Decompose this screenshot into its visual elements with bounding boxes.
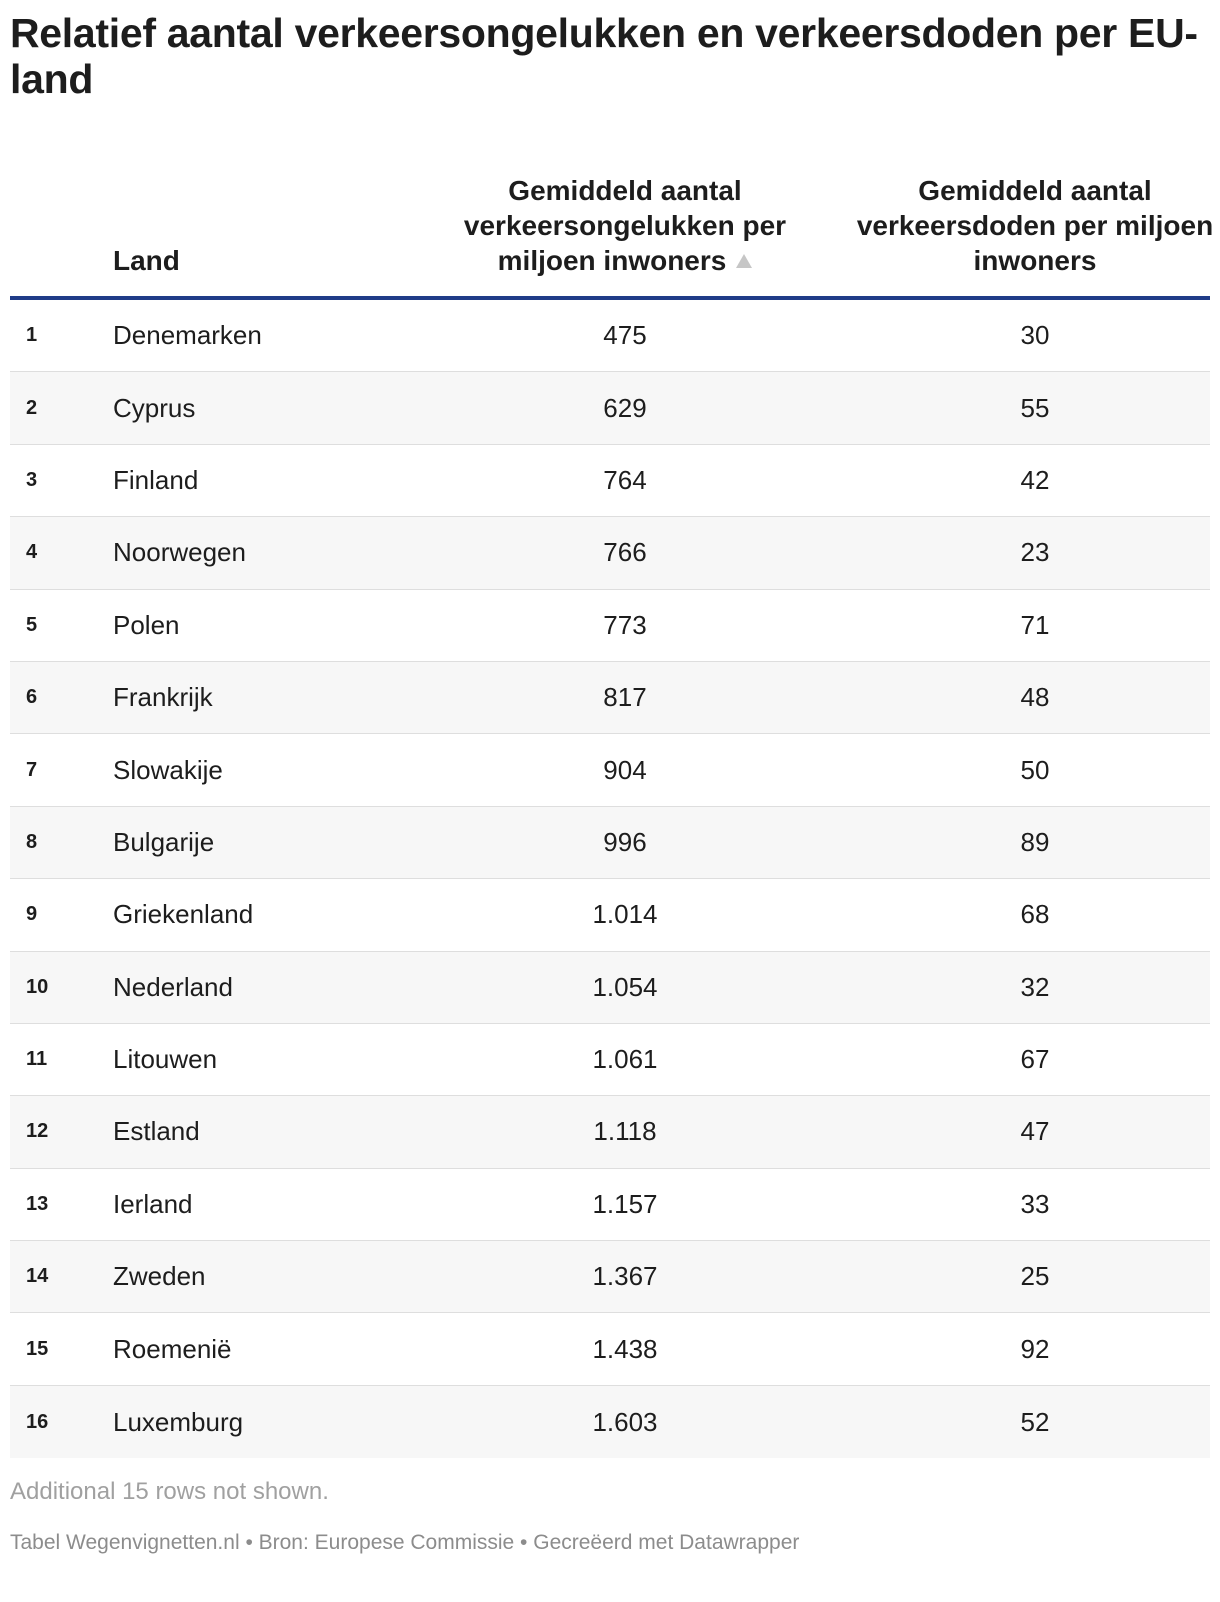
table-header: Land Gemiddeld aantal verkeersongelukken… (10, 158, 1213, 300)
rank-cell: 15 (26, 1337, 49, 1360)
doden-cell: 67 (1020, 1044, 1050, 1075)
doden-cell: 32 (1020, 971, 1050, 1002)
ongelukken-cell: 1.014 (592, 899, 658, 930)
ongelukken-cell: 1.603 (592, 1406, 658, 1437)
doden-cell: 68 (1020, 899, 1050, 930)
chart-title: Relatief aantal verkeersongelukken en ve… (10, 10, 1198, 102)
rank-cell: 14 (26, 1265, 49, 1288)
doden-cell: 52 (1020, 1406, 1050, 1437)
chart-container: Relatief aantal verkeersongelukken en ve… (10, 0, 1213, 1506)
doden-cell: 30 (1020, 320, 1050, 351)
land-cell: Finland (113, 464, 199, 495)
ongelukken-cell: 764 (603, 464, 647, 495)
land-cell: Estland (113, 1116, 200, 1147)
rank-cell: 3 (26, 468, 38, 491)
table-row: 12 Estland 1.118 47 (10, 1096, 1210, 1169)
table-row: 11 Litouwen 1.061 67 (10, 1024, 1210, 1097)
ongelukken-cell: 1.118 (593, 1116, 657, 1147)
table-row: 3 Finland 764 42 (10, 445, 1210, 518)
land-cell: Polen (113, 609, 180, 640)
land-cell: Cyprus (113, 392, 196, 423)
table-row: 15 Roemenië 1.438 92 (10, 1313, 1210, 1386)
rank-cell: 13 (26, 1192, 49, 1215)
table-row: 13 Ierland 1.157 33 (10, 1169, 1210, 1242)
land-cell: Frankrijk (113, 682, 213, 713)
land-cell: Nederland (113, 971, 233, 1002)
column-header-doden[interactable]: Gemiddeld aantal verkeersdoden per miljo… (856, 175, 1214, 276)
table-body: 1 Denemarken 475 30 2 Cyprus 629 55 3 Finland 764 4… (10, 300, 1210, 1459)
doden-cell: 50 (1020, 754, 1050, 785)
column-header-land[interactable]: Land (113, 245, 180, 276)
table-row: 5 Polen 773 71 (10, 590, 1210, 662)
ongelukken-cell: 817 (603, 682, 647, 713)
table-row: 8 Bulgarije 996 89 (10, 806, 1210, 880)
land-cell: Denemarken (113, 320, 262, 351)
land-cell: Zweden (113, 1261, 206, 1292)
doden-cell: 23 (1020, 537, 1050, 568)
doden-cell: 33 (1020, 1188, 1050, 1219)
ongelukken-cell: 996 (603, 826, 647, 857)
land-cell: Noorwegen (113, 537, 246, 568)
source-footer: Tabel Wegenvignetten.nl • Bron: Europese… (10, 1531, 800, 1554)
land-cell: Litouwen (113, 1044, 218, 1075)
ongelukken-cell: 904 (603, 754, 647, 785)
table-row: 10 Nederland 1.054 32 (10, 951, 1210, 1024)
ongelukken-cell: 1.157 (592, 1188, 658, 1219)
data-table: Land Gemiddeld aantal verkeersongelukken… (10, 158, 1213, 1459)
rank-cell: 4 (26, 541, 38, 564)
sort-ascending-icon[interactable] (736, 254, 753, 268)
rank-cell: 1 (26, 324, 38, 347)
rank-cell: 9 (26, 903, 38, 926)
doden-cell: 71 (1020, 609, 1050, 640)
doden-cell: 25 (1020, 1261, 1050, 1292)
table-row: 14 Zweden 1.367 25 (10, 1241, 1210, 1314)
rank-cell: 6 (26, 686, 38, 709)
rank-cell: 16 (26, 1410, 49, 1433)
ongelukken-cell: 766 (603, 537, 647, 568)
table-row: 9 Griekenland 1.014 68 (10, 879, 1210, 952)
table-row: 16 Luxemburg 1.603 52 (10, 1385, 1210, 1459)
table-row: 4 Noorwegen 766 23 (10, 517, 1210, 590)
doden-cell: 55 (1020, 392, 1050, 423)
column-header-ongelukken[interactable]: Gemiddeld aantal verkeersongelukken per … (415, 173, 835, 278)
table-row: 2 Cyprus 629 55 (10, 372, 1210, 445)
land-cell: Griekenland (113, 899, 254, 930)
doden-cell: 48 (1020, 682, 1050, 713)
rank-cell: 12 (26, 1120, 49, 1143)
rank-cell: 8 (26, 830, 38, 853)
doden-cell: 92 (1020, 1333, 1050, 1364)
ongelukken-cell: 475 (603, 320, 647, 351)
land-cell: Bulgarije (113, 826, 215, 857)
table-row: 6 Frankrijk 817 48 (10, 661, 1210, 735)
ongelukken-cell: 1.367 (592, 1261, 658, 1292)
rank-cell: 5 (26, 613, 38, 636)
ongelukken-cell: 1.054 (592, 971, 658, 1002)
column-header-ongelukken-label: Gemiddeld aantal verkeersongelukken per … (463, 175, 787, 276)
land-cell: Luxemburg (113, 1406, 244, 1437)
doden-cell: 89 (1020, 826, 1050, 857)
ongelukken-cell: 1.061 (592, 1044, 658, 1075)
land-cell: Ierland (113, 1188, 193, 1219)
rows-hidden-note: Additional 15 rows not shown. (10, 1478, 329, 1506)
doden-cell: 47 (1020, 1116, 1050, 1147)
land-cell: Roemenië (113, 1333, 232, 1364)
land-cell: Slowakije (113, 754, 223, 785)
rank-cell: 7 (26, 758, 38, 781)
ongelukken-cell: 773 (603, 609, 647, 640)
rank-cell: 10 (26, 975, 49, 998)
doden-cell: 42 (1020, 464, 1050, 495)
table-row: 1 Denemarken 475 30 (10, 300, 1210, 373)
ongelukken-cell: 1.438 (592, 1333, 658, 1364)
ongelukken-cell: 629 (603, 392, 647, 423)
rank-cell: 2 (26, 396, 38, 419)
rank-cell: 11 (26, 1048, 48, 1071)
table-row: 7 Slowakije 904 50 (10, 734, 1210, 807)
